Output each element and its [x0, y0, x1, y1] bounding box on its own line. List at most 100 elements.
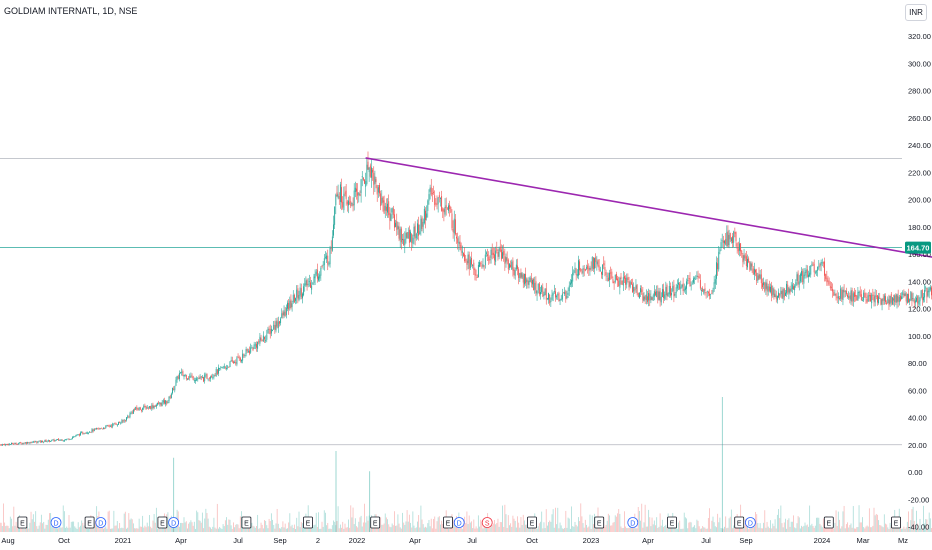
volume-bar — [283, 527, 285, 532]
volume-bar — [627, 528, 629, 532]
candle-body — [218, 367, 219, 374]
candle-body — [775, 295, 777, 299]
volume-bar — [635, 528, 637, 532]
candle-body — [343, 193, 345, 211]
volume-bar — [655, 525, 656, 532]
volume-bar — [427, 523, 429, 532]
candle-body — [791, 284, 793, 290]
candle-body — [764, 282, 766, 291]
candle-body — [564, 291, 566, 295]
candle-body — [857, 291, 859, 301]
price-tick-label: 220.00 — [908, 168, 931, 177]
price-axis: 320.00300.00280.00260.00240.00220.00200.… — [905, 32, 931, 532]
candle-body — [348, 200, 349, 206]
candle-body — [435, 202, 437, 205]
volume-bar — [768, 528, 770, 532]
volume-bar — [617, 513, 618, 532]
candle-body — [867, 295, 869, 302]
volume-bar — [469, 522, 471, 532]
event-box — [891, 516, 901, 529]
candle-body — [569, 282, 571, 285]
volume-bar — [58, 528, 60, 532]
volume-bar — [146, 522, 148, 532]
volume-bar — [793, 515, 794, 532]
volume-bar — [566, 527, 568, 532]
candle-body — [765, 281, 767, 289]
time-tick-label: Jul — [233, 536, 243, 545]
time-tick-label: Oct — [526, 536, 539, 545]
candle-body — [663, 289, 664, 298]
volume-bar — [722, 528, 724, 532]
candle-body — [22, 442, 24, 445]
candle-body — [1, 444, 3, 446]
volume-bar — [721, 528, 723, 532]
volume-bar — [449, 528, 451, 532]
volume-bar — [555, 507, 556, 532]
candle-body — [924, 289, 926, 298]
volume-bar — [921, 528, 923, 532]
candle-body — [716, 262, 717, 279]
volume-bar — [380, 517, 382, 532]
volume-bar — [573, 526, 575, 532]
candle-body — [81, 432, 83, 434]
candle-body — [3, 444, 4, 446]
candle-body — [376, 185, 378, 195]
candle-body — [461, 250, 463, 254]
volume-bar — [150, 526, 152, 532]
volume-bar — [293, 524, 295, 532]
event-letter: D — [457, 521, 462, 528]
candle-body — [269, 329, 271, 335]
currency-button[interactable]: INR — [905, 4, 927, 21]
volume-bar — [466, 511, 468, 532]
volume-bar — [14, 525, 16, 532]
price-tick-label: 260.00 — [908, 114, 931, 123]
candle-body — [819, 264, 821, 267]
volume-bar — [544, 528, 546, 532]
volume-bar — [384, 513, 386, 532]
volume-bar — [883, 514, 885, 532]
volume-bar — [805, 525, 807, 532]
candle-body — [575, 269, 577, 275]
volume-bar — [614, 515, 616, 532]
candle-body — [833, 292, 835, 296]
volume-bar — [604, 526, 606, 532]
event-letter: E — [20, 521, 25, 528]
volume-bar — [802, 526, 804, 532]
candle-body — [235, 361, 237, 364]
candle-body — [69, 439, 71, 440]
candle-body — [364, 179, 365, 184]
candle-body — [672, 286, 674, 292]
volume-bar — [576, 526, 578, 532]
candle-body — [579, 261, 581, 271]
candle-body — [238, 356, 240, 359]
candle-body — [702, 288, 704, 292]
candle-body — [763, 282, 765, 286]
volume-bar — [481, 521, 483, 532]
volume-bar — [779, 518, 781, 532]
volume-bar — [911, 509, 913, 532]
candle-body — [310, 282, 311, 288]
candle-body — [825, 274, 827, 279]
candle-body — [586, 267, 587, 269]
candle-body — [780, 290, 782, 295]
candle-body — [919, 297, 921, 302]
candle-body — [280, 318, 282, 324]
volume-bar — [699, 528, 701, 532]
candle-body — [522, 274, 524, 283]
volume-bar — [632, 524, 633, 532]
volume-bar — [695, 528, 697, 532]
candle-body — [527, 280, 529, 285]
volume-bar — [776, 514, 778, 532]
volume-bar — [875, 513, 877, 532]
volume-bar — [925, 519, 927, 532]
candle-body — [598, 265, 600, 271]
candle-body — [916, 297, 917, 302]
candle-body — [893, 298, 894, 301]
volume-bar — [407, 521, 409, 532]
candle-body — [552, 292, 554, 296]
volume-bar — [182, 523, 184, 532]
volume-bar — [211, 528, 213, 532]
volume-bar — [381, 524, 383, 532]
volume-bar — [353, 524, 355, 532]
